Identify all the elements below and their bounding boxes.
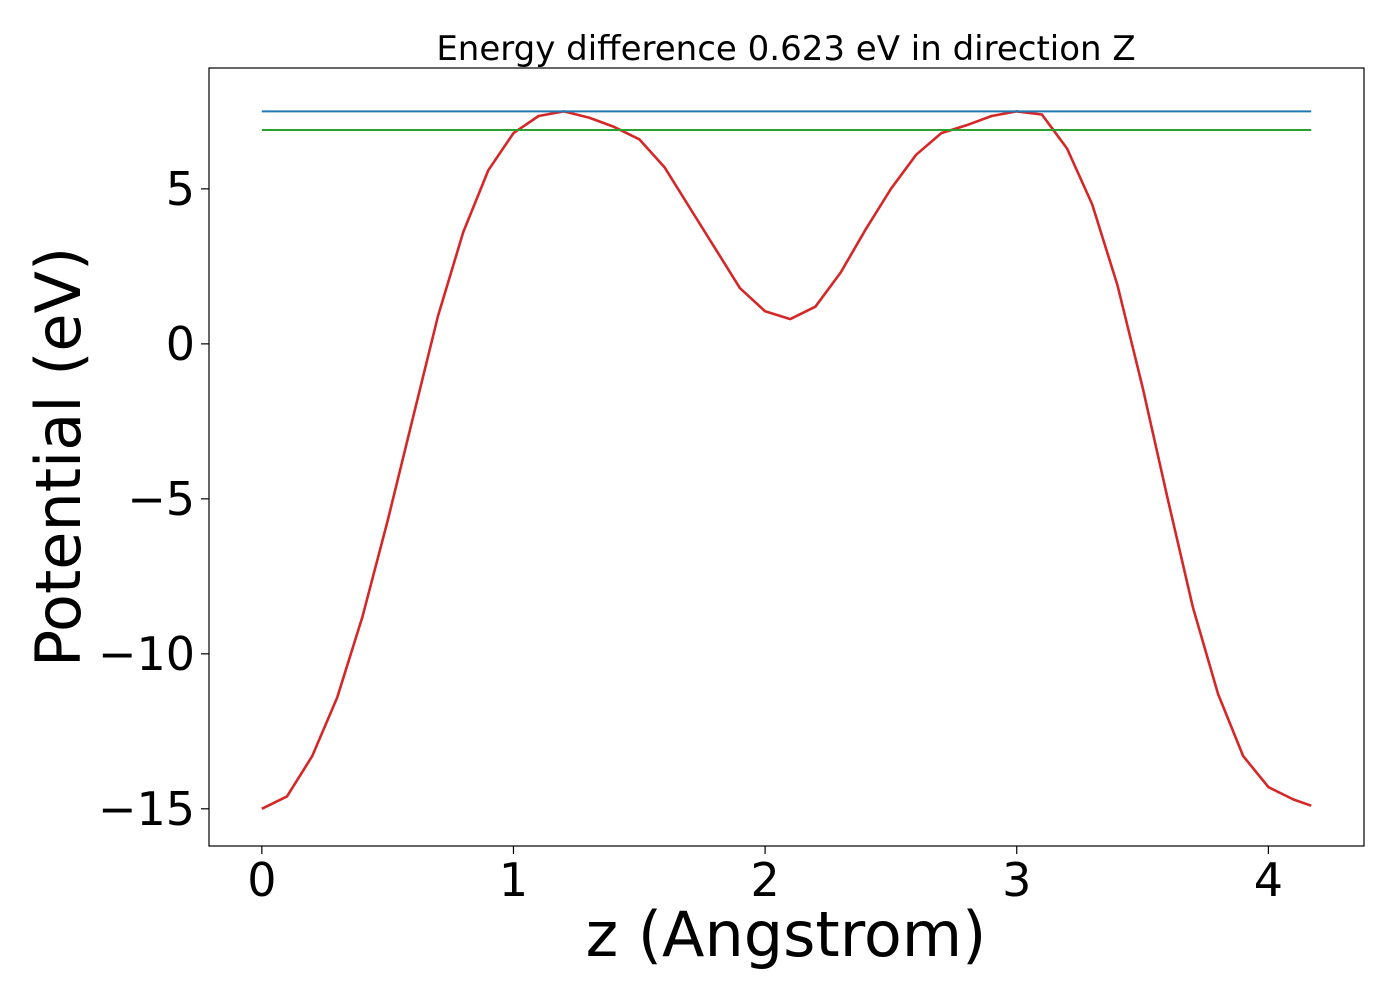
x-axis: 0 1 2 3 4 <box>247 846 1283 907</box>
x-tick-label: 1 <box>499 853 528 907</box>
x-tick-label: 3 <box>1002 853 1031 907</box>
y-tick-label: 5 <box>166 162 195 216</box>
series-line-0 <box>261 110 1312 810</box>
x-tick-label: 2 <box>750 853 779 907</box>
y-tick-label: 0 <box>166 317 195 371</box>
x-axis-label: z (Angstrom) <box>586 898 987 971</box>
y-tick-label: −10 <box>98 627 195 681</box>
y-tick-label: −5 <box>127 472 195 526</box>
x-tick-label: 0 <box>247 853 276 907</box>
series-layer <box>261 110 1312 810</box>
x-tick-label: 4 <box>1254 853 1283 907</box>
y-tick-label: −15 <box>98 782 195 836</box>
plot-area-frame <box>208 67 1365 847</box>
y-axis: 5 0 −5 −10 −15 <box>98 162 209 836</box>
y-axis-label: Potential (eV) <box>22 247 95 667</box>
chart-title: Energy difference 0.623 eV in direction … <box>436 29 1135 69</box>
